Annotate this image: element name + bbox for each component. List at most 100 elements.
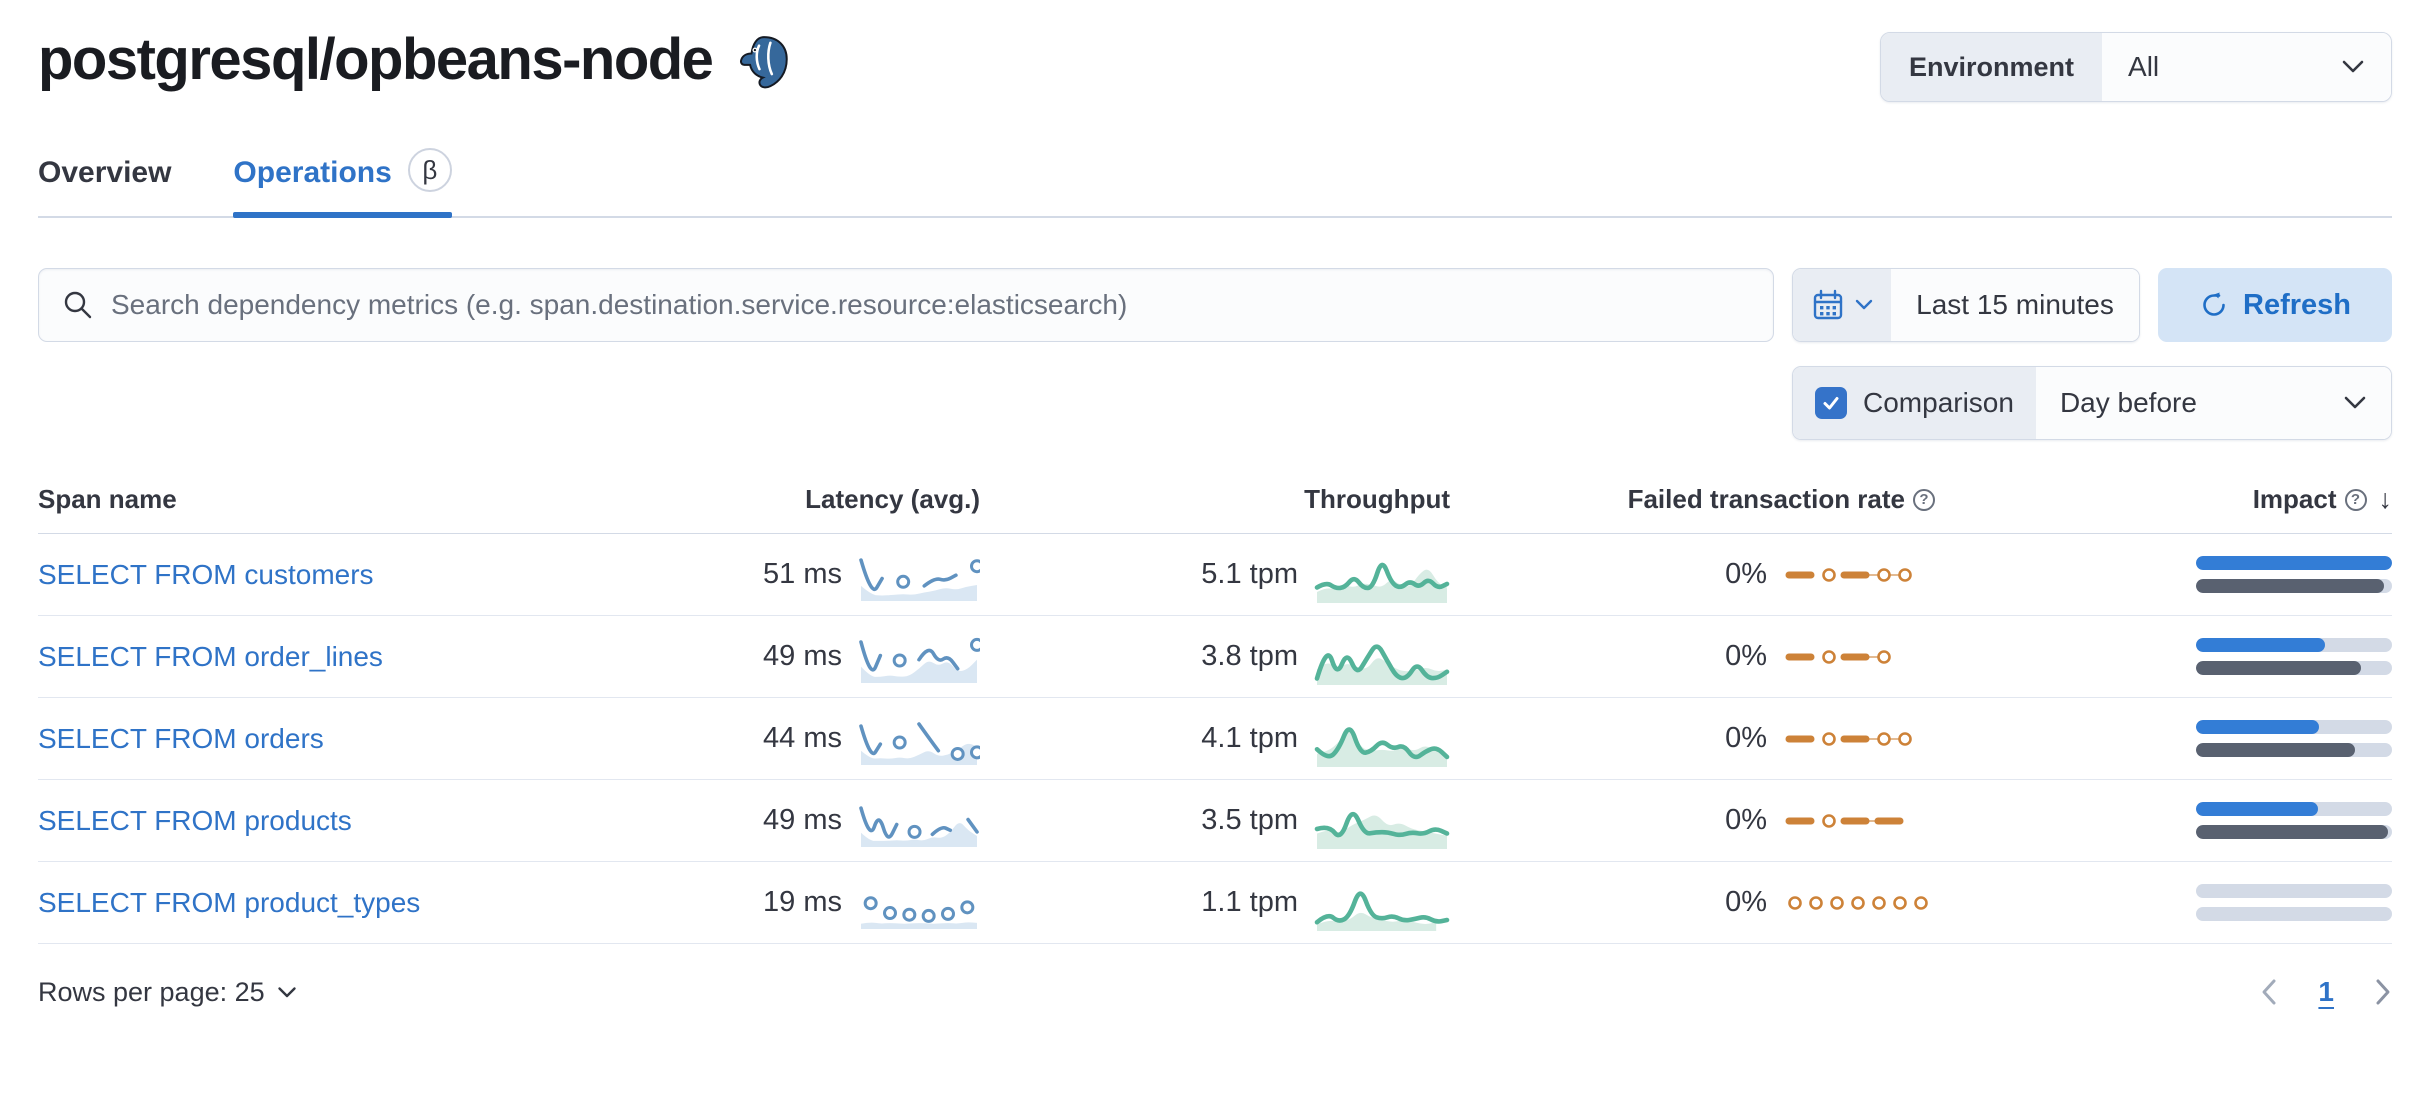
throughput-sparkline <box>1314 792 1450 850</box>
table-row: SELECT FROM customers 51 ms 5.1 tpm 0% <box>38 534 2392 616</box>
tab-overview-label: Overview <box>38 156 172 189</box>
throughput-value: 5.1 tpm <box>1201 558 1298 590</box>
throughput-sparkline <box>1314 874 1450 932</box>
question-icon[interactable]: ? <box>1913 488 1935 511</box>
impact-bar-previous <box>2196 579 2385 593</box>
comparison-value: Day before <box>2059 387 2197 418</box>
failed-rate-value: 0% <box>1725 722 1767 754</box>
failed-rate-sparkline <box>1783 722 1935 756</box>
impact-bars <box>2196 884 2392 921</box>
impact-bar-previous <box>2196 661 2361 675</box>
impact-bar-previous <box>2196 825 2389 839</box>
tab-bar: Overview Operations β <box>38 148 2392 218</box>
postgresql-elephant-icon <box>740 35 789 88</box>
time-range-button[interactable]: Last 15 minutes <box>1891 269 2139 341</box>
throughput-cell: 1.1 tpm <box>980 874 1450 932</box>
col-impact[interactable]: Impact ? ↓ <box>2252 484 2393 514</box>
comparison-checkbox[interactable] <box>1815 387 1847 419</box>
throughput-sparkline <box>1314 628 1450 686</box>
latency-cell: 19 ms <box>665 876 980 930</box>
page-header: postgresql/opbeans-node Environment All <box>38 26 2392 102</box>
span-name-link[interactable]: SELECT FROM product_types <box>38 886 421 918</box>
throughput-value: 4.1 tpm <box>1201 722 1298 754</box>
failed-rate-sparkline <box>1783 886 1935 920</box>
latency-value: 49 ms <box>763 640 842 672</box>
search-icon <box>64 291 92 319</box>
failed-rate-cell: 0% <box>1450 558 1935 592</box>
rows-per-page-label: Rows per page: 25 <box>38 976 265 1007</box>
search-input[interactable] <box>111 289 1749 321</box>
throughput-sparkline <box>1314 546 1450 604</box>
comparison-select[interactable]: Day before <box>2035 367 2391 439</box>
pagination: 1 <box>2260 976 2392 1008</box>
impact-bars <box>2196 556 2392 593</box>
latency-value: 19 ms <box>763 886 842 918</box>
throughput-value: 3.5 tpm <box>1201 804 1298 836</box>
latency-cell: 49 ms <box>665 794 980 848</box>
next-page-button[interactable] <box>2374 978 2392 1006</box>
span-name-link[interactable]: SELECT FROM customers <box>38 558 374 590</box>
failed-rate-sparkline <box>1783 558 1935 592</box>
date-picker-quick-menu[interactable] <box>1793 269 1891 341</box>
search-box <box>38 268 1774 342</box>
time-range-label: Last 15 minutes <box>1916 289 2114 320</box>
chevron-down-icon <box>1855 299 1873 310</box>
refresh-button[interactable]: Refresh <box>2158 268 2392 342</box>
impact-cell <box>1935 638 2392 675</box>
col-failed-rate: Failed transaction rate ? <box>1450 484 1935 515</box>
tab-overview[interactable]: Overview <box>38 154 171 216</box>
impact-cell <box>1935 720 2392 757</box>
failed-rate-cell: 0% <box>1450 804 1935 838</box>
environment-label: Environment <box>1881 33 2103 101</box>
calendar-icon <box>1813 289 1843 320</box>
latency-cell: 51 ms <box>665 548 980 602</box>
impact-bar-current <box>2196 720 2320 734</box>
question-icon[interactable]: ? <box>2344 488 2367 511</box>
tab-operations-label: Operations <box>233 156 392 189</box>
latency-cell: 44 ms <box>665 712 980 766</box>
page-number-1[interactable]: 1 <box>2318 976 2334 1007</box>
failed-rate-sparkline <box>1783 804 1935 838</box>
refresh-icon <box>2203 292 2225 316</box>
span-name-link[interactable]: SELECT FROM products <box>38 804 352 836</box>
latency-sparkline <box>858 876 980 930</box>
failed-rate-sparkline <box>1783 640 1935 674</box>
impact-bar-current <box>2196 556 2392 570</box>
impact-cell <box>1935 556 2392 593</box>
col-throughput: Throughput <box>1304 484 1450 514</box>
impact-cell <box>1935 802 2392 839</box>
date-picker: Last 15 minutes <box>1792 268 2140 342</box>
impact-bar-current <box>2196 802 2318 816</box>
table-row: SELECT FROM product_types 19 ms 1.1 tpm … <box>38 862 2392 944</box>
chevron-down-icon <box>277 986 296 997</box>
failed-rate-cell: 0% <box>1450 886 1935 920</box>
failed-rate-value: 0% <box>1725 558 1767 590</box>
col-latency: Latency (avg.) <box>805 484 980 514</box>
impact-bar-current <box>2196 638 2326 652</box>
operations-table: Span name Latency (avg.) Throughput Fail… <box>38 484 2392 944</box>
impact-cell <box>1935 884 2392 921</box>
impact-bars <box>2196 802 2392 839</box>
throughput-cell: 4.1 tpm <box>980 710 1450 768</box>
comparison-toggle: Comparison <box>1793 367 2036 439</box>
impact-bars <box>2196 720 2392 757</box>
tab-operations[interactable]: Operations β <box>233 148 453 218</box>
rows-per-page-button[interactable]: Rows per page: 25 <box>38 977 297 1008</box>
throughput-cell: 3.8 tpm <box>980 628 1450 686</box>
check-icon <box>1823 397 1839 410</box>
table-row: SELECT FROM orders 44 ms 4.1 tpm 0% <box>38 698 2392 780</box>
throughput-cell: 5.1 tpm <box>980 546 1450 604</box>
throughput-value: 1.1 tpm <box>1201 886 1298 918</box>
environment-select[interactable]: Environment All <box>1880 32 2392 102</box>
environment-value: All <box>2128 51 2160 82</box>
page-title: postgresql/opbeans-node <box>38 27 714 92</box>
latency-sparkline <box>858 548 980 602</box>
latency-sparkline <box>858 712 980 766</box>
sort-desc-icon: ↓ <box>2378 484 2393 514</box>
chevron-down-icon <box>2344 396 2366 409</box>
span-name-link[interactable]: SELECT FROM orders <box>38 722 324 754</box>
previous-page-button[interactable] <box>2260 978 2278 1006</box>
col-span-name: Span name <box>38 484 177 514</box>
span-name-link[interactable]: SELECT FROM order_lines <box>38 640 383 672</box>
